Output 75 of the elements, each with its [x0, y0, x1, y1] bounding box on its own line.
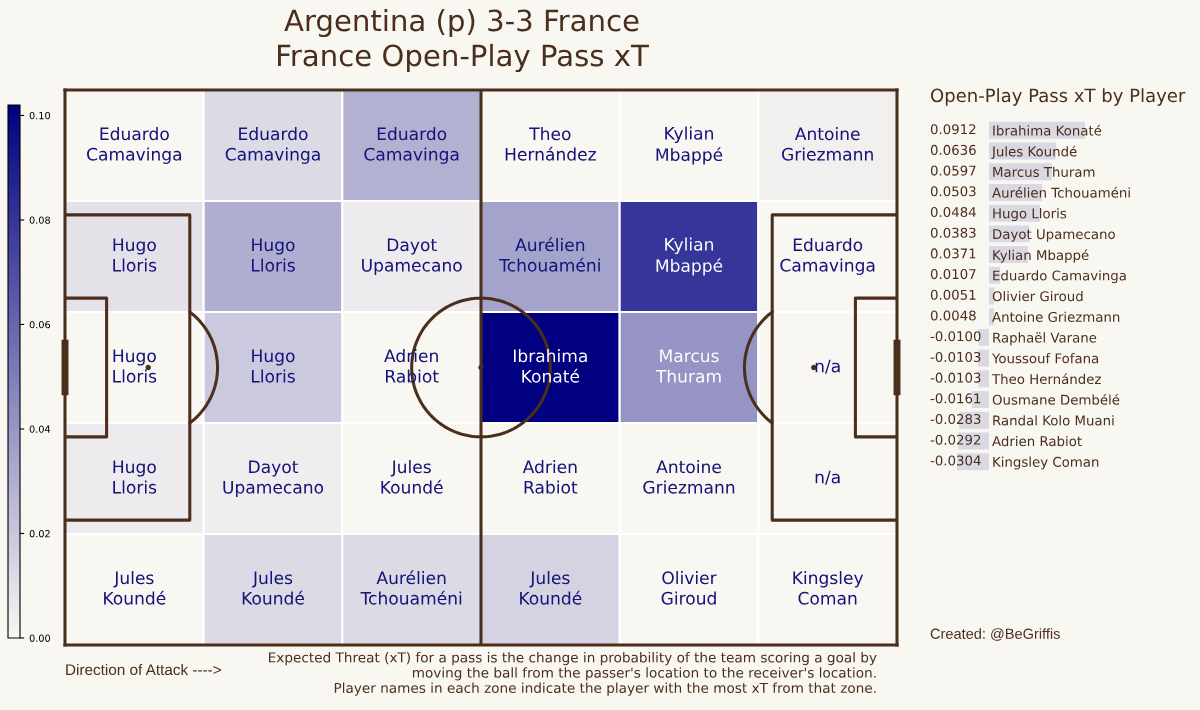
- data-label: Hugo Lloris: [113, 238, 157, 272]
- y-tick-label: Aurélien Tchouaméni: [992, 186, 1130, 198]
- data-label: -0.0103: [930, 351, 981, 362]
- y-tick-label: Ibrahima Konaté: [993, 124, 1102, 136]
- data-label: Hugo Lloris: [113, 349, 157, 383]
- data-label: Jules Koundé: [242, 571, 304, 605]
- data-label: 0.0371: [930, 248, 976, 259]
- data-label: Jules Koundé: [381, 460, 443, 494]
- data-label: 0.0048: [930, 310, 976, 321]
- data-label: Antoine Griezmann: [782, 127, 873, 161]
- y-tick-label: Jules Koundé: [991, 145, 1077, 160]
- data-label: Kingsley Coman: [793, 571, 864, 605]
- color-bar-label: 0.04: [29, 425, 51, 433]
- y-tick-label: Adrien Rabiot: [992, 435, 1082, 447]
- data-label: 0.0383: [930, 227, 976, 238]
- data-label: Aurélien Tchouaméni: [499, 237, 600, 272]
- data-label: Eduardo Camavinga: [225, 127, 320, 164]
- y-tick-label: Kylian Mbappé: [993, 249, 1089, 263]
- y-tick-label: Theo Hernández: [991, 373, 1101, 385]
- data-label: Eduardo Camavinga: [364, 127, 459, 164]
- color-bar-label: 0.06: [29, 320, 51, 329]
- data-label: Ibrahima Konaté: [513, 349, 587, 383]
- data-label: 0.0912: [930, 124, 976, 135]
- y-tick-label: Eduardo Camavinga: [993, 270, 1126, 284]
- data-label: Jules Koundé: [520, 571, 582, 605]
- data-label: Hugo Lloris: [251, 349, 295, 383]
- chart-subtitle: France Open-Play Pass xT: [278, 43, 649, 73]
- data-label: Kylian Mbappé: [656, 237, 723, 276]
- data-label: Dayot Upamecano: [223, 460, 324, 497]
- color-bar-label: 0.02: [29, 529, 50, 538]
- data-label: Jules Koundé: [104, 571, 166, 605]
- data-label: Olivier Giroud: [661, 571, 717, 605]
- data-label: 0.0051: [930, 289, 976, 300]
- data-label: Adrien Rabiot: [522, 460, 578, 494]
- data-label: Aurélien Tchouaméni: [360, 570, 462, 605]
- text: n/a: [815, 359, 840, 374]
- y-tick-label: Olivier Giroud: [992, 290, 1083, 302]
- data-label: Eduardo Camavinga: [87, 127, 182, 164]
- data-label: -0.0161: [930, 393, 981, 404]
- data-label: Kylian Mbappé: [656, 126, 723, 165]
- text: Direction of Attack ---->: [66, 663, 221, 676]
- data-label: Marcus Thuram: [655, 349, 721, 383]
- data-label: 0.0597: [930, 165, 976, 176]
- y-tick-label: Antoine Griezmann: [992, 311, 1120, 322]
- data-label: -0.0292: [930, 434, 981, 445]
- data-label: -0.0100: [930, 331, 981, 342]
- data-label: Eduardo Camavinga: [780, 238, 875, 275]
- y-tick-label: Hugo Lloris: [993, 208, 1067, 222]
- text: Expected Threat (xT) for a pass is the change in probability of the team scoring a goal by moving the ball from the passer's location to the receiver's location. Player names in each zone indicate the player with the most xT from that zone.: [269, 652, 877, 696]
- data-label: -0.0304: [930, 455, 981, 466]
- data-label: 0.0107: [930, 269, 976, 280]
- data-label: Antoine Griezmann: [643, 460, 735, 494]
- text: Created: @BeGriffis: [930, 628, 1060, 641]
- color-bar-label: 0.08: [29, 216, 51, 224]
- text: n/a: [815, 470, 840, 485]
- data-label: 0.0636: [930, 144, 976, 155]
- data-label: -0.0103: [930, 372, 981, 383]
- y-tick-label: Marcus Thuram: [993, 166, 1095, 178]
- y-tick-label: Raphaël Varane: [993, 332, 1097, 346]
- data-label: Hugo Lloris: [113, 460, 157, 494]
- data-label: Theo Hernández: [505, 127, 596, 161]
- y-tick-label: Dayot Upamecano: [993, 229, 1115, 242]
- y-tick-label: Kingsley Coman: [993, 456, 1099, 470]
- chart-title: Open-Play Pass xT by Player: [931, 88, 1186, 106]
- data-label: -0.0283: [930, 414, 981, 425]
- data-label: 0.0484: [930, 206, 976, 218]
- data-label: 0.0503: [930, 186, 976, 197]
- data-label: Hugo Lloris: [251, 238, 295, 272]
- y-tick-label: Randal Kolo Muani: [993, 415, 1114, 426]
- y-tick-label: Ousmane Dembélé: [992, 393, 1120, 405]
- y-tick-label: Youssouf Fofana: [991, 353, 1099, 364]
- data-label: Dayot Upamecano: [362, 238, 462, 275]
- color-bar-label: 0.00: [29, 634, 51, 642]
- chart-title: Argentina (p) 3-3 France: [284, 8, 639, 38]
- color-bar-label: 0.10: [29, 111, 51, 120]
